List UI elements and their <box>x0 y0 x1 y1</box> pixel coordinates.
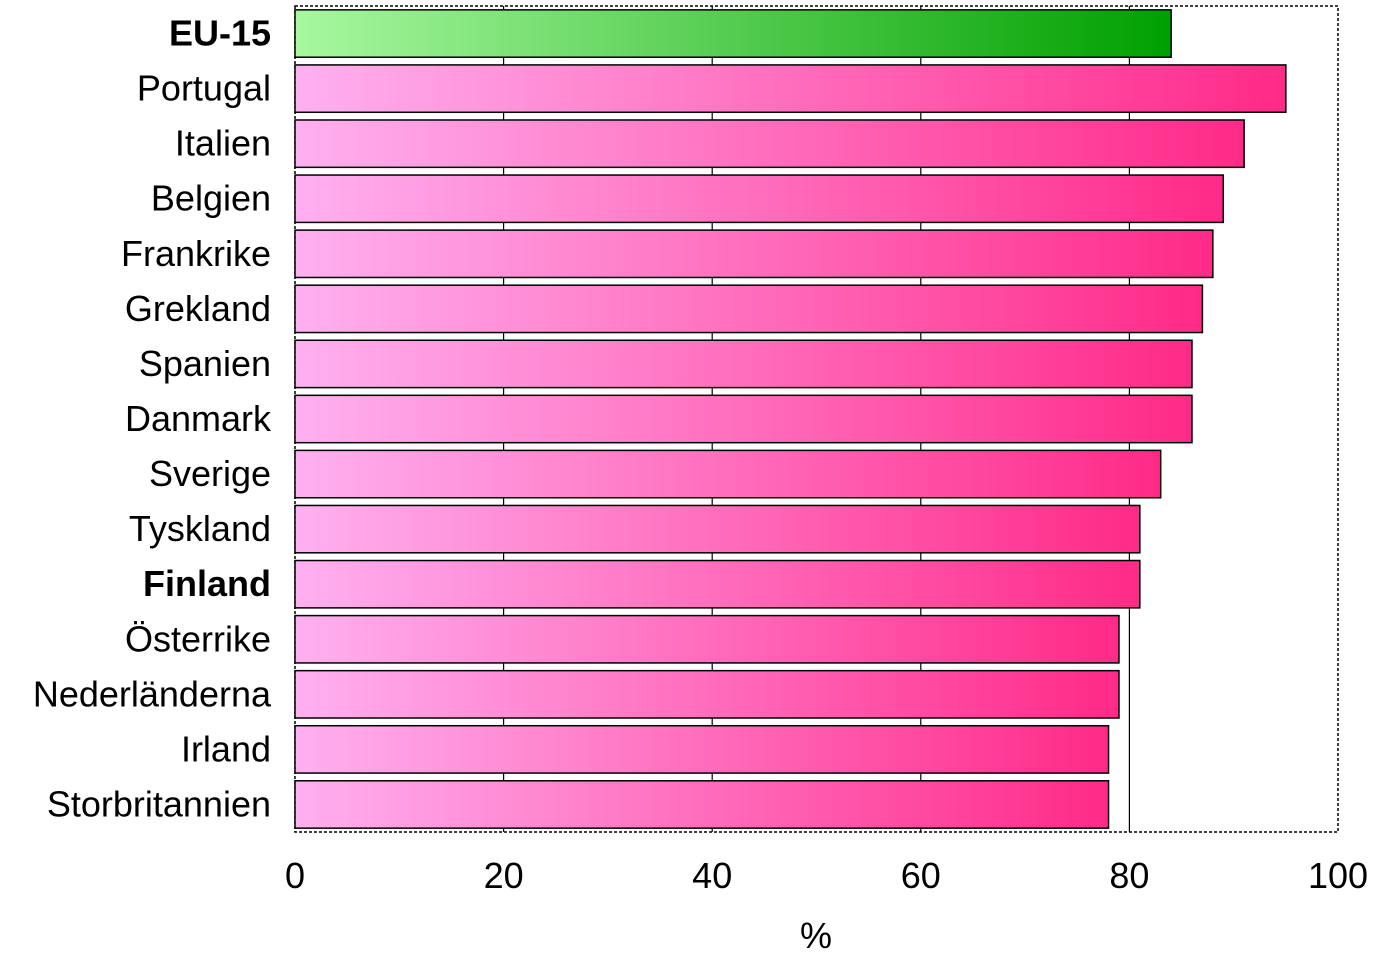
category-label: Italien <box>175 123 271 164</box>
bar-portugal <box>294 64 1287 114</box>
x-tick-label: 100 <box>1308 855 1368 896</box>
category-label: Grekland <box>125 288 271 329</box>
bar-italien <box>294 119 1245 169</box>
bar-spanien <box>294 339 1193 389</box>
x-tick-label: 60 <box>901 855 941 896</box>
x-tick-label: 40 <box>692 855 732 896</box>
x-axis-label: % <box>800 915 832 954</box>
category-label: Sverige <box>149 453 271 494</box>
category-label: Portugal <box>137 68 271 109</box>
bar-österrike <box>294 614 1120 664</box>
category-label: Nederländerna <box>33 673 272 714</box>
category-label: Danmark <box>125 398 272 439</box>
bar-irland <box>294 724 1110 774</box>
category-label: Finland <box>143 563 271 604</box>
bar-belgien <box>294 174 1225 224</box>
bar-finland <box>294 559 1141 609</box>
x-tick-labels: 0 20 40 60 80 100 <box>285 855 1368 896</box>
bar-nederländerna <box>294 669 1120 719</box>
category-label: EU-15 <box>169 13 271 54</box>
x-tick-label: 0 <box>285 855 305 896</box>
bar-tyskland <box>294 504 1141 554</box>
x-tick-label: 20 <box>484 855 524 896</box>
category-label: Belgien <box>151 178 271 219</box>
bar-storbritannien <box>294 780 1110 829</box>
category-label: Irland <box>181 728 271 769</box>
bar-grekland <box>294 284 1204 334</box>
category-label: Frankrike <box>121 233 271 274</box>
bar-frankrike <box>294 229 1214 279</box>
category-label: Spanien <box>139 343 271 384</box>
category-label: Tyskland <box>129 508 271 549</box>
bar-danmark <box>294 394 1193 444</box>
category-labels: EU-15 Portugal Italien Belgien Frankrike Grek… <box>33 13 272 825</box>
bars <box>294 9 1287 829</box>
category-label: Storbritannien <box>47 783 271 824</box>
x-tick-label: 80 <box>1109 855 1149 896</box>
category-label: Österrike <box>125 618 271 659</box>
bar-sverige <box>294 449 1162 499</box>
bar-eu-15 <box>294 9 1172 58</box>
